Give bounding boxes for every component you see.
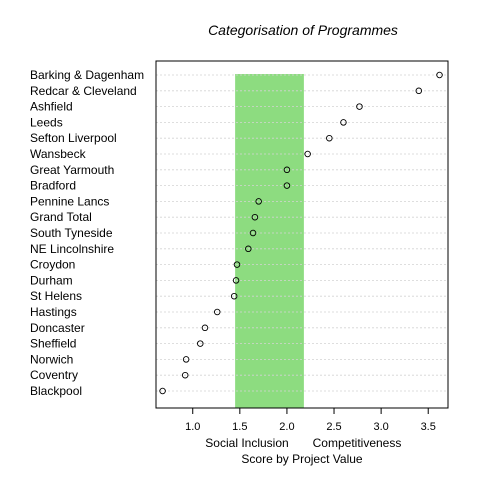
category-label: Grand Total [30,210,92,224]
highlight-band [235,74,304,408]
category-label: Leeds [30,115,63,129]
data-point [255,198,262,205]
data-point [415,87,423,95]
chart-title: Categorisation of Programmes [208,22,398,38]
category-label: Hastings [30,305,77,319]
plot-frame [155,60,449,409]
data-points [159,71,443,395]
data-point [304,150,311,158]
data-point [213,308,221,316]
category-label: Blackpool [30,384,82,398]
data-point [340,119,347,126]
category-label: Sheffield [30,337,76,351]
x-tick-label: 1.0 [185,421,200,433]
category-label: South Tyneside [30,226,113,240]
data-point [230,292,238,300]
category-label: Bradford [30,179,76,193]
data-point [283,166,291,174]
data-point [159,387,166,395]
category-label: NE Lincolnshire [30,242,114,256]
x-tick-label: 1.5 [232,421,247,433]
data-point [436,71,443,79]
data-point [326,134,333,142]
category-label: Great Yarmouth [30,163,114,177]
category-label: Ashfield [30,100,73,114]
category-label: Sefton Liverpool [30,131,117,145]
x-tick-label: 2.5 [326,421,341,433]
data-point [356,103,363,110]
x-axis-ticks: 1.0 1.5 2.0 2.5 3.0 3.5 [185,408,436,433]
x-axis-label: Score by Project Value [241,452,362,466]
data-point [182,356,190,363]
x-tick-label: 3.0 [373,421,388,433]
data-point [251,213,259,221]
category-label: Redcar & Cleveland [30,84,137,98]
category-label: Coventry [30,368,78,382]
category-label: Croydon [30,258,75,272]
category-label: St Helens [30,289,82,303]
data-point [232,277,240,284]
region-label-left: Social Inclusion [205,436,288,450]
x-tick-label: 2.0 [279,421,294,433]
category-label: Pennine Lancs [30,194,109,208]
category-label: Norwich [30,352,73,366]
x-tick-label: 3.5 [421,421,436,433]
category-label: Wansbeck [30,147,87,161]
data-point [201,324,209,332]
data-point [245,245,252,253]
data-point [249,229,257,237]
data-point [233,261,241,268]
data-point [283,182,291,189]
category-labels: Barking & Dagenham Redcar & Cleveland Ashf… [30,68,144,398]
grid-lines [156,74,448,392]
region-label-right: Competitiveness [313,436,402,450]
category-label: Doncaster [30,321,85,335]
data-point [197,340,204,347]
data-point [181,371,189,379]
category-label: Barking & Dagenham [30,68,144,82]
category-label: Durham [30,273,73,287]
